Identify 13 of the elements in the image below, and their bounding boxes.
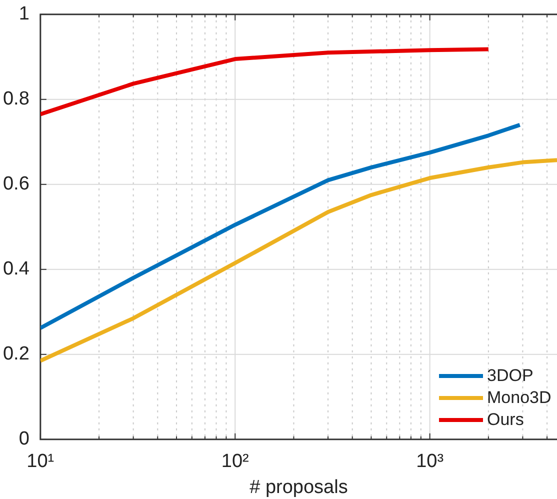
y-tick-label: 1: [18, 4, 30, 25]
y-tick-label: 0.2: [2, 344, 30, 365]
legend-label: Ours: [487, 409, 524, 432]
x-tick-label: 10¹: [26, 451, 54, 472]
y-tick-label: 0.8: [2, 88, 30, 110]
x-tick-label: 10³: [416, 451, 444, 472]
x-tick-label: 10²: [221, 451, 249, 472]
y-tick-label: 0.6: [2, 174, 30, 195]
y-tick-label: 0.4: [2, 258, 30, 280]
legend-label: Mono3D: [487, 387, 552, 410]
legend-label: 3DOP: [487, 365, 534, 388]
y-tick-label: 0: [18, 428, 30, 450]
x-axis-title: # proposals: [250, 476, 348, 498]
